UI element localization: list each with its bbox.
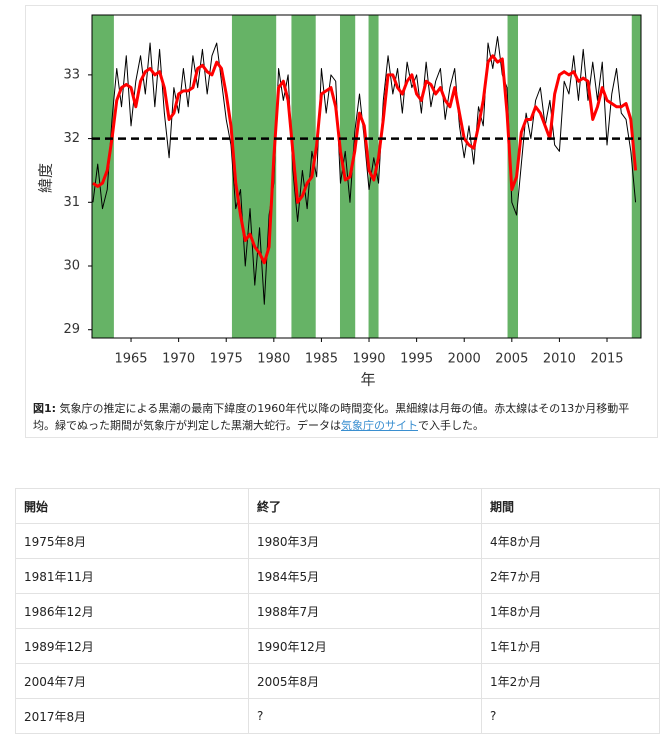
table-cell: 1年8か月 <box>481 593 660 629</box>
y-axis-label: 緯度 <box>37 163 55 193</box>
x-tick-label: 1995 <box>400 352 433 367</box>
x-tick-label: 2010 <box>543 352 576 367</box>
y-tick-label: 32 <box>63 131 80 146</box>
table-cell: 4年8か月 <box>481 523 660 559</box>
table-cell: 2年7か月 <box>481 558 660 594</box>
x-tick-label: 1965 <box>114 352 147 367</box>
chart: 年 緯度 29 30 31 32 33 1965 1970 1975 1980 1985 1990 1… <box>37 14 642 389</box>
line <box>92 54 638 265</box>
table-row: 2004年7月 2005年8月 1年2か月 <box>15 663 660 699</box>
table-cell: 1986年12月 <box>15 593 249 629</box>
table-row: 1986年12月 1988年7月 1年8か月 <box>15 593 660 629</box>
table-row: 2017年8月?? <box>15 698 660 734</box>
x-tick-label: 2005 <box>495 352 528 367</box>
table-cell: 1980年3月 <box>248 523 482 559</box>
x-tick-label: 2000 <box>448 352 481 367</box>
table: 開始 終了 期間 1975年8月 1980年3月 4年8か月 1981年11月 1984年5月… <box>15 488 660 734</box>
y-tick-label: 33 <box>63 67 80 82</box>
x-tick-label: 1975 <box>210 352 243 367</box>
caption-text: 気象庁の推定による黒潮の最南下緯度の1960年代以降の時間変化。黒細線は月毎の値… <box>33 402 630 432</box>
table-cell: 1989年12月 <box>15 628 249 664</box>
x-tick-label: 1985 <box>305 352 338 367</box>
table-header: 期間 <box>481 488 660 524</box>
table-cell: 2005年8月 <box>248 663 482 699</box>
line <box>92 36 637 305</box>
table-header: 開始 <box>15 488 249 524</box>
table-cell: 1年2か月 <box>481 663 660 699</box>
table-cell: 2004年7月 <box>15 663 249 699</box>
table-header: 終了 <box>248 488 482 524</box>
table-row: 1989年12月 1990年12月 1年1か月 <box>15 628 660 664</box>
caption-label: 図1: <box>33 402 57 415</box>
table-cell: 2017年8月 <box>15 698 249 734</box>
x-tick-label: 1990 <box>352 352 385 367</box>
caption-text: で入手した。 <box>418 419 484 432</box>
table-cell: 1990年12月 <box>248 628 482 664</box>
period-band <box>507 15 519 338</box>
period-band <box>631 15 641 338</box>
table-cell: 1984年5月 <box>248 558 482 594</box>
y-tick-label: 31 <box>63 195 80 210</box>
plot-frame <box>91 14 642 339</box>
period-band <box>92 15 114 338</box>
table-cell: ? <box>481 698 660 734</box>
y-tick-label: 30 <box>63 259 80 274</box>
table-cell: 1981年11月 <box>15 558 249 594</box>
x-tick-label: 1970 <box>162 352 195 367</box>
table-cell: ? <box>248 698 482 734</box>
caption-link[interactable]: 気象庁のサイト <box>341 419 418 432</box>
table-cell: 1988年7月 <box>248 593 482 629</box>
x-tick-label: 2015 <box>590 352 623 367</box>
y-tick-label: 29 <box>63 322 80 337</box>
table-cell: 1年1か月 <box>481 628 660 664</box>
table-row: 1981年11月 1984年5月 2年7か月 <box>15 558 660 594</box>
figure <box>25 5 658 438</box>
table-cell: 1975年8月 <box>15 523 249 559</box>
x-tick-label: 1980 <box>257 352 290 367</box>
caption: 図1: 気象庁の推定による黒潮の最南下緯度の1960年代以降の時間変化。黒細線は… <box>33 400 648 434</box>
table-row: 1975年8月 1980年3月 4年8か月 <box>15 523 660 559</box>
x-axis-label: 年 <box>360 371 375 389</box>
period-band <box>231 15 277 338</box>
